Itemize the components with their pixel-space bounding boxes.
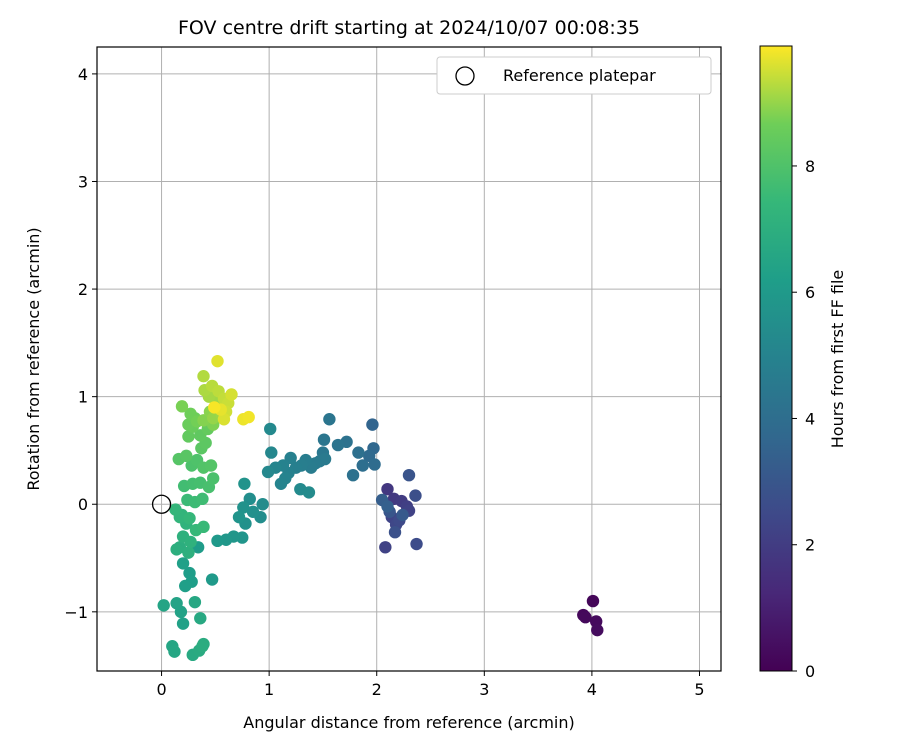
- scatter-point: [194, 612, 207, 625]
- scatter-point: [180, 449, 193, 463]
- scatter-point: [352, 446, 365, 459]
- scatter-point: [157, 599, 170, 612]
- scatter-point: [256, 498, 269, 511]
- y-axis-ticks: −1 0 1 2 3 4: [64, 65, 97, 622]
- scatter-point: [211, 354, 224, 368]
- scatter-point: [396, 508, 409, 522]
- scatter-point: [188, 595, 202, 609]
- scatter-point: [317, 433, 331, 446]
- scatter-point: [366, 418, 379, 431]
- colorbar-tick-label: 2: [805, 536, 815, 555]
- scatter-point: [205, 573, 219, 586]
- colorbar-ticks: 0 2 4 6 8: [792, 157, 815, 681]
- scatter-point: [379, 541, 392, 554]
- scatter-point: [402, 468, 416, 482]
- scatter-point: [323, 413, 336, 426]
- scatter-point: [302, 486, 316, 499]
- scatter-point: [381, 482, 394, 496]
- colorbar-tick-label: 0: [805, 662, 815, 681]
- scatter-point: [242, 410, 255, 424]
- scatter-point: [176, 557, 190, 570]
- scatter-point: [409, 489, 422, 502]
- scatter-point: [238, 477, 251, 490]
- scatter-point: [318, 452, 332, 466]
- grid-lines: [97, 47, 721, 671]
- colorbar-gradient: [759, 45, 793, 672]
- y-axis-label: Rotation from reference (arcmin): [24, 227, 43, 490]
- colorbar-tick-label: 8: [805, 157, 815, 176]
- scatter-point: [381, 500, 394, 513]
- legend-marker-icon: [455, 66, 475, 86]
- scatter-point: [579, 611, 592, 624]
- scatter-point: [196, 640, 209, 653]
- scatter-point: [176, 617, 190, 630]
- scatter-point: [356, 459, 369, 472]
- scatter-point: [206, 472, 220, 485]
- scatter-point: [243, 492, 256, 506]
- scatter-point: [346, 468, 360, 482]
- scatter-point: [586, 594, 600, 608]
- x-tick-label: 0: [156, 680, 166, 699]
- scatter-point: [368, 458, 381, 471]
- scatter-point: [170, 543, 183, 556]
- scatter-point: [274, 477, 288, 490]
- scatter-point: [184, 535, 197, 549]
- colorbar: 0 2 4 6 8 Hours from first FF file: [759, 45, 847, 681]
- y-tick-label: 4: [78, 65, 88, 84]
- scatter-point: [284, 451, 297, 465]
- scatter-point: [208, 401, 221, 414]
- y-tick-label: 3: [78, 172, 88, 191]
- scatter-point: [204, 459, 218, 472]
- scatter-point: [232, 510, 246, 524]
- scatter-point: [265, 446, 278, 459]
- y-tick-label: −1: [64, 603, 88, 622]
- scatter-point: [170, 597, 183, 610]
- scatter-point: [182, 430, 195, 443]
- scatter-point: [237, 501, 250, 514]
- scatter-point: [196, 492, 209, 506]
- x-tick-label: 2: [372, 680, 382, 699]
- x-axis-label: Angular distance from reference (arcmin): [243, 713, 574, 732]
- scatter-point: [169, 503, 182, 516]
- chart-title: FOV centre drift starting at 2024/10/07 …: [178, 17, 640, 39]
- scatter-point: [183, 512, 196, 525]
- scatter-point: [179, 579, 192, 593]
- colorbar-label: Hours from first FF file: [828, 270, 847, 449]
- scatter-point: [591, 623, 604, 637]
- x-axis-ticks: 0 1 2 3 4 5: [156, 671, 705, 699]
- y-tick-label: 1: [78, 388, 88, 407]
- plot-frame: [96, 46, 722, 672]
- x-tick-label: 3: [479, 680, 489, 699]
- legend: Reference platepar: [436, 56, 712, 95]
- scatter-point: [168, 645, 181, 658]
- x-tick-label: 1: [264, 680, 274, 699]
- x-tick-label: 4: [587, 680, 597, 699]
- scatter-point: [197, 414, 210, 427]
- scatter-point: [261, 465, 275, 479]
- scatter-point: [388, 526, 402, 539]
- legend-box: [436, 56, 712, 95]
- scatter-point: [197, 370, 210, 383]
- data-points: [157, 354, 604, 662]
- scatter-point: [264, 422, 277, 436]
- y-tick-label: 2: [78, 280, 88, 299]
- x-tick-label: 5: [694, 680, 704, 699]
- scatter-point: [410, 537, 423, 551]
- y-tick-label: 0: [78, 495, 88, 514]
- colorbar-tick-label: 4: [805, 409, 815, 428]
- scatter-point: [225, 388, 238, 401]
- scatter-point: [197, 520, 210, 534]
- scatter-point: [217, 413, 231, 426]
- scatter-point: [211, 534, 224, 548]
- scatter-point: [331, 438, 345, 452]
- scatter-point: [182, 546, 195, 559]
- colorbar-tick-label: 6: [805, 283, 815, 302]
- legend-label: Reference platepar: [503, 66, 656, 85]
- scatter-point: [175, 400, 189, 413]
- scatter-point: [246, 505, 260, 518]
- reference-platepar-marker: [151, 494, 172, 514]
